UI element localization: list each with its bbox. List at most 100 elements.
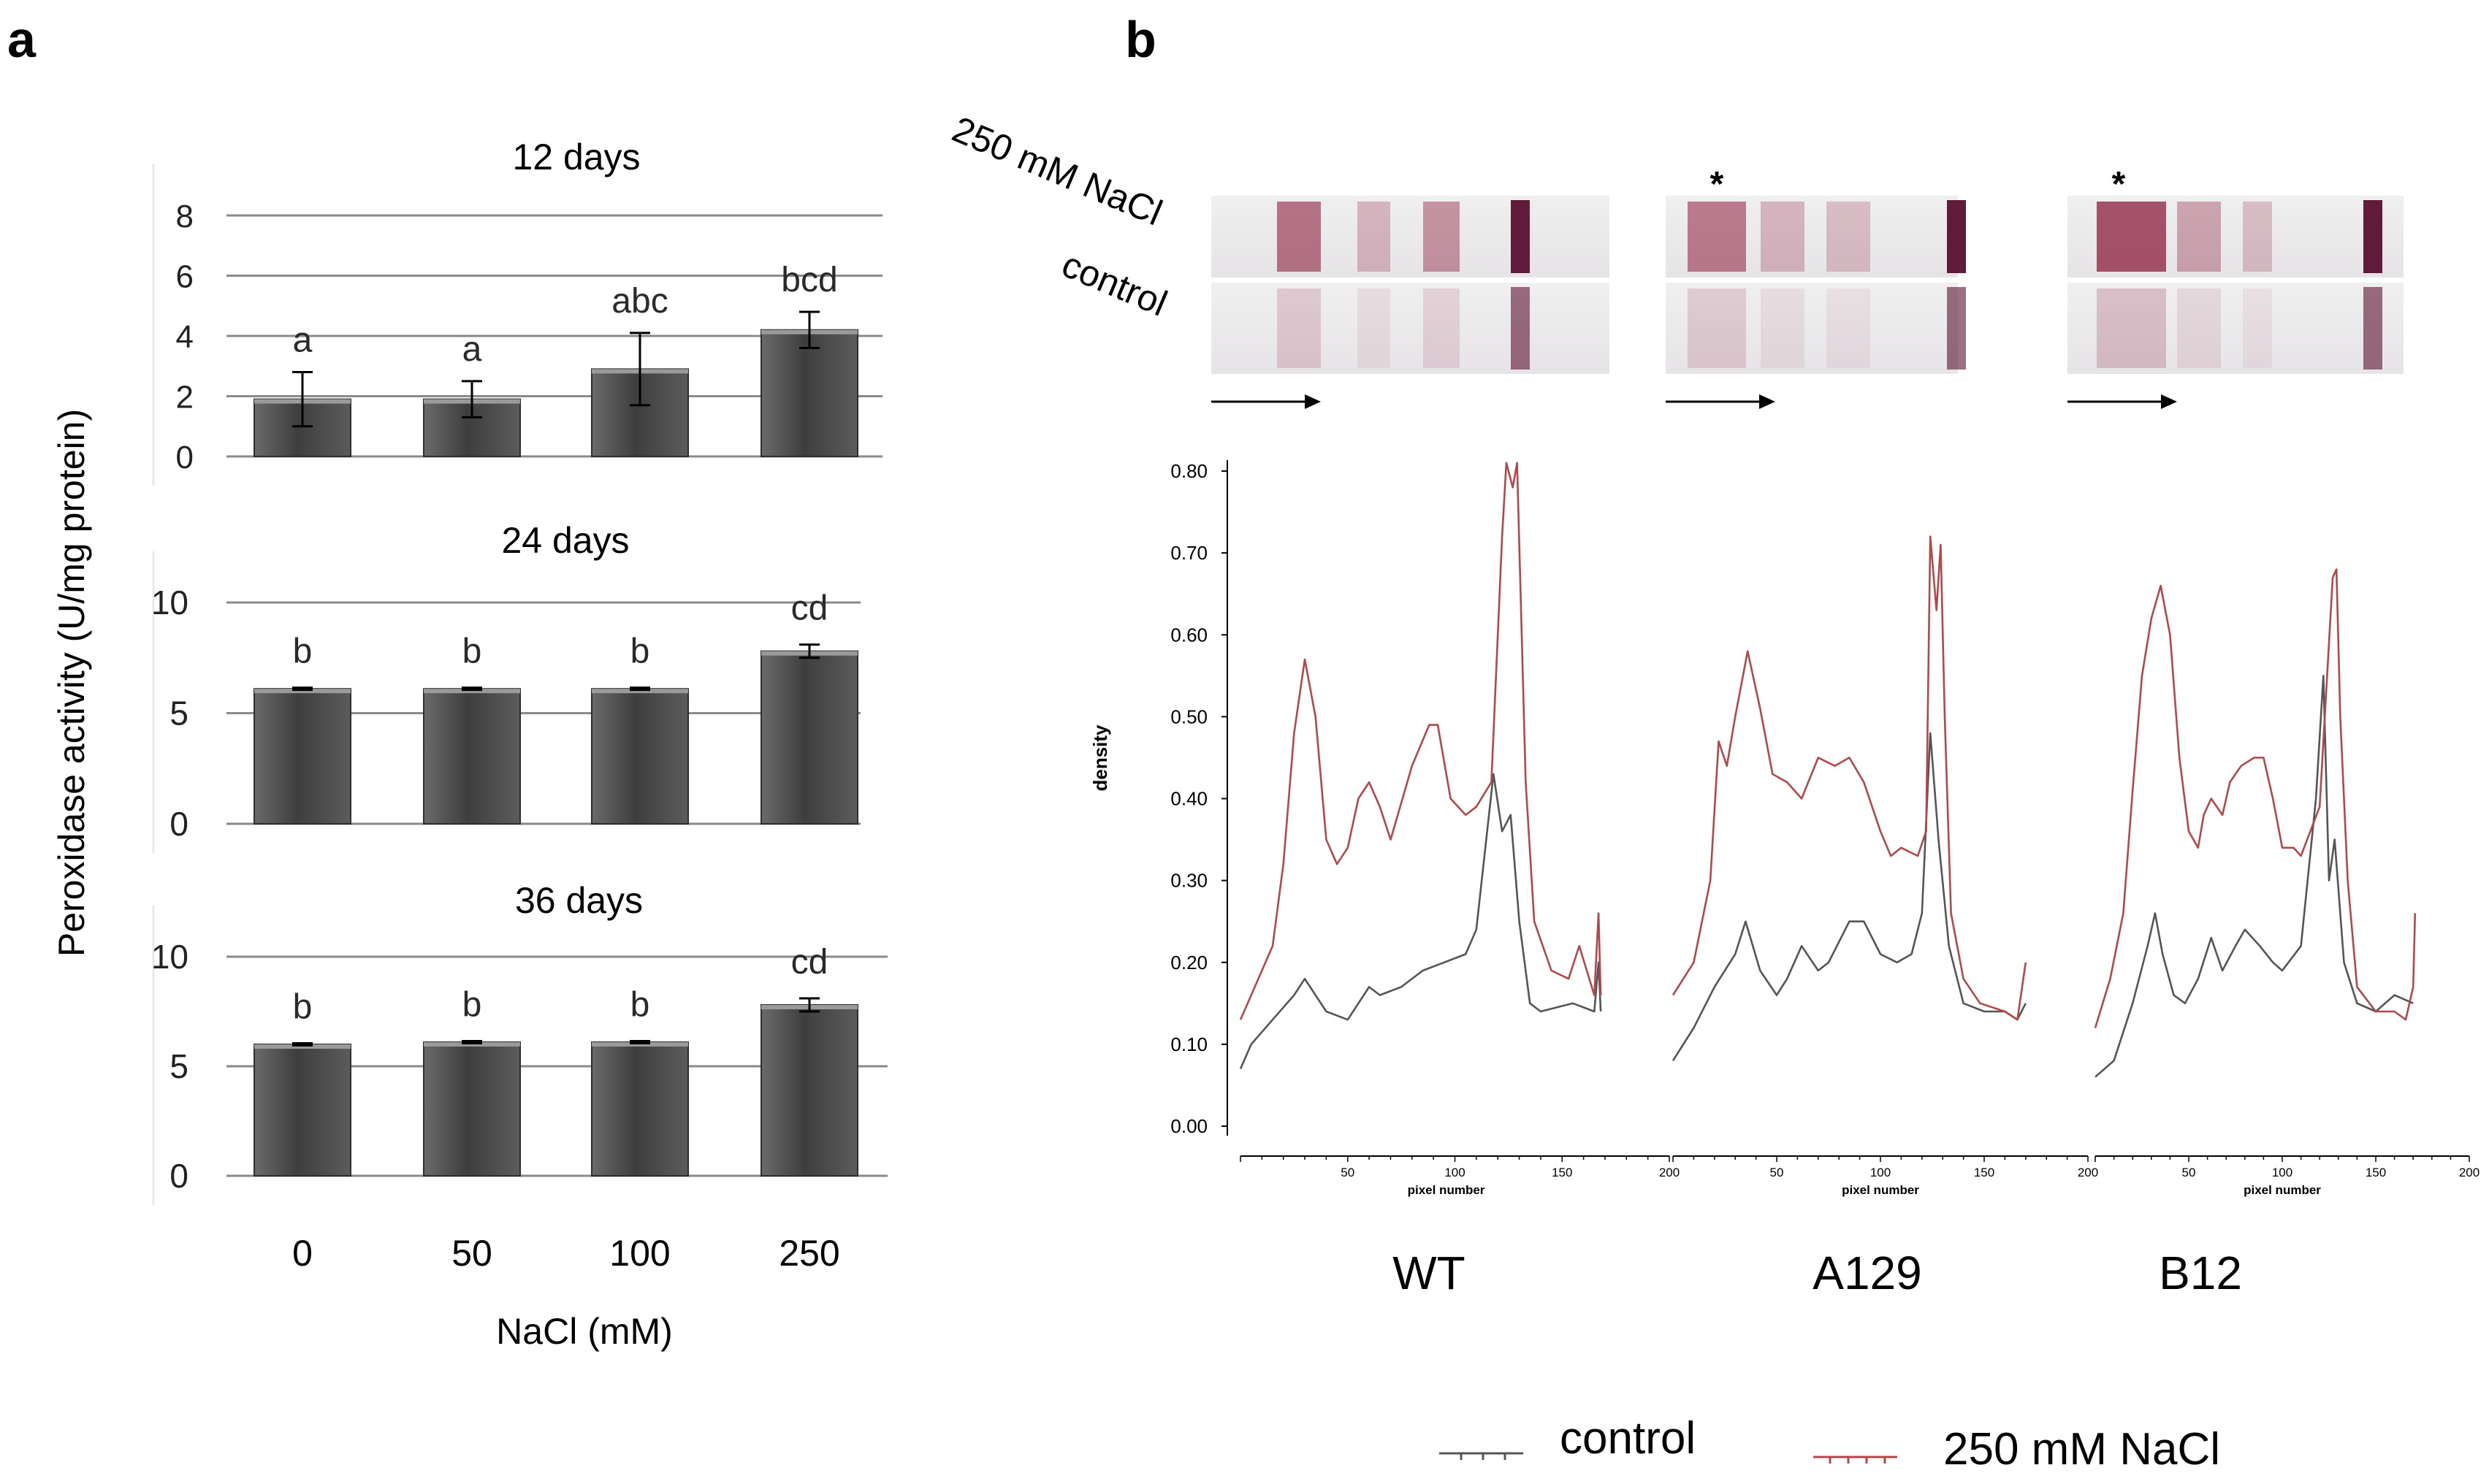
gel-band (1423, 202, 1460, 272)
bar-chart-24-days: 24 days 10 5 0 b b b cd (151, 520, 861, 853)
y-tick-label: 0.50 (1170, 705, 1208, 727)
gel-terminal-band (1511, 200, 1530, 273)
gel-lane (1211, 196, 1609, 278)
significance-letter: b (462, 986, 482, 1025)
gel-band (1277, 288, 1321, 368)
x-tick-label: 100 (1444, 1166, 1465, 1179)
legend-label-nacl: 250 mM NaCl (1943, 1424, 2220, 1475)
gel-band (1826, 202, 1870, 272)
densitometry-chart-b12: 50 100 150 200 pixel number (2094, 568, 2480, 1197)
densitometry-chart-wt: 0.80 0.70 0.60 0.50 0.40 0.30 0.20 0.10 0.00 50 10… (1170, 460, 1680, 1197)
y-tick-label: 0.60 (1170, 624, 1208, 646)
legend-label-control: control (1560, 1413, 1696, 1464)
series-line-control (1672, 732, 2027, 1061)
significance-letter: abc (611, 282, 668, 321)
panel-a-xlabel: NaCl (mM) (496, 1311, 673, 1352)
gel-images: * * (1211, 165, 2404, 409)
series-line-nacl (1239, 462, 1602, 1020)
arrow-head-icon (2161, 394, 2177, 409)
y-tick-label: 5 (169, 1047, 188, 1085)
gel-band (2243, 288, 2272, 368)
gel-band (1423, 288, 1460, 368)
x-tick-label: 150 (1974, 1166, 1994, 1179)
y-tick-label: 0 (169, 805, 188, 843)
x-axis-label: pixel number (1842, 1183, 1919, 1197)
genotype-label-a129: A129 (1813, 1247, 1921, 1299)
panel-label-b: b (1125, 11, 1156, 68)
significance-letter: bcd (781, 261, 837, 299)
y-tick-label: 0 (176, 440, 194, 475)
y-tick-label: 0.80 (1170, 460, 1208, 482)
bar (254, 1044, 351, 1177)
panel-a-categories: 0 50 100 250 (292, 1233, 840, 1274)
gel-row-label-nacl: 250 mM NaCl (947, 109, 1168, 234)
legend-swatch-control (1439, 1452, 1523, 1460)
x-tick-label: 100 (2272, 1166, 2292, 1179)
genotype-label-wt: WT (1392, 1247, 1465, 1299)
bar-chart-36-days: 36 days 10 5 0 b b b cd (151, 880, 888, 1205)
bar-chart-12-days: 12 days 8 6 4 2 0 a a abc bcd (152, 137, 883, 486)
series-line-nacl (2094, 568, 2417, 1028)
gel-lane (1666, 283, 1958, 374)
gel-terminal-band (1511, 287, 1530, 370)
gel-band (1761, 288, 1804, 368)
y-tick-label: 0.40 (1170, 788, 1208, 810)
series-line-control (2095, 674, 2414, 1078)
x-tick-label: 200 (2459, 1166, 2480, 1179)
bar (254, 688, 351, 825)
gel-band (1357, 202, 1390, 272)
gel-terminal-band (2363, 287, 2382, 370)
panel-a-ylabel: Peroxidase activity (U/mg protein) (51, 409, 92, 957)
x-tick-label: 150 (2366, 1166, 2386, 1179)
y-tick-label: 4 (176, 319, 194, 355)
gel-band (1277, 202, 1321, 272)
y-tick-label: 2 (176, 380, 194, 416)
bar (761, 1004, 858, 1177)
gel-band (2177, 288, 2221, 368)
y-tick-label: 0.30 (1170, 870, 1208, 892)
y-tick-label: 8 (176, 199, 194, 234)
gel-row-label-control: control (1056, 244, 1173, 324)
significance-letter: b (462, 632, 482, 671)
significance-star: * (2112, 165, 2126, 204)
chart-title: 36 days (515, 880, 643, 921)
significance-letter: a (462, 330, 482, 369)
significance-letter: b (293, 632, 313, 671)
y-tick-label: 5 (169, 695, 188, 733)
densitometry-chart-a129: 50 100 150 200 pixel number (1672, 535, 2098, 1197)
category-label: 50 (451, 1233, 492, 1274)
category-label: 0 (292, 1233, 313, 1274)
significance-letter: a (293, 321, 313, 360)
bar (591, 1041, 689, 1177)
gel-terminal-band (1947, 200, 1966, 273)
y-tick-label: 0.00 (1170, 1115, 1208, 1137)
x-axis-label: pixel number (1408, 1183, 1485, 1197)
y-tick-label: 0 (169, 1157, 188, 1195)
significance-letter: cd (791, 943, 828, 982)
chart-title: 24 days (501, 520, 629, 561)
significance-letter: cd (791, 589, 828, 628)
x-tick-label: 200 (1659, 1166, 1680, 1179)
y-tick-label: 0.20 (1170, 952, 1208, 974)
gel-band (1357, 288, 1390, 368)
significance-star: * (1710, 165, 1724, 204)
panel-label-a: a (7, 11, 37, 68)
gel-band (1688, 202, 1746, 272)
x-tick-label: 100 (1870, 1166, 1891, 1179)
significance-letter: b (630, 632, 650, 671)
legend: control 250 mM NaCl (1439, 1413, 2220, 1475)
significance-letter: b (630, 986, 650, 1025)
arrow-head-icon (1759, 394, 1775, 409)
significance-letter: b (293, 988, 313, 1027)
gel-band (2097, 202, 2166, 272)
chart-title: 12 days (512, 137, 640, 177)
gel-band (1761, 202, 1804, 272)
x-tick-label: 50 (1770, 1166, 1784, 1179)
x-axis-label: pixel number (2244, 1183, 2321, 1197)
densitometry-ylabel: density (1089, 724, 1111, 792)
bar (591, 688, 689, 825)
y-tick-label: 0.70 (1170, 542, 1208, 564)
y-tick-label: 10 (151, 938, 188, 976)
series-line-control (1239, 773, 1602, 1070)
gel-band (2097, 288, 2166, 368)
